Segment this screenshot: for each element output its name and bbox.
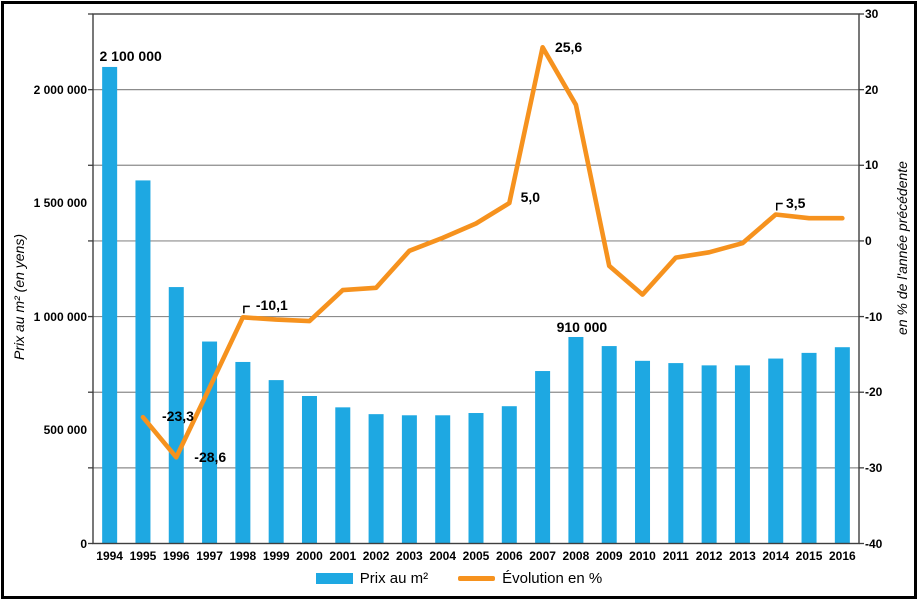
evolution-line-path bbox=[140, 44, 845, 460]
price-bars bbox=[102, 66, 850, 544]
bar-1999 bbox=[268, 380, 284, 544]
bar-swatch-icon bbox=[315, 573, 353, 584]
legend: Prix au m² Évolution en % bbox=[0, 570, 918, 587]
bar-2007 bbox=[535, 371, 551, 544]
bar-2009 bbox=[601, 346, 617, 544]
bar-2008 bbox=[568, 336, 584, 544]
bar-1998 bbox=[235, 361, 251, 544]
bar-2013 bbox=[734, 365, 750, 544]
bar-2002 bbox=[368, 414, 384, 544]
annotation-leader-lines bbox=[243, 202, 783, 314]
line-swatch-icon bbox=[458, 576, 496, 581]
bar-2015 bbox=[801, 352, 817, 544]
bar-2010 bbox=[635, 360, 651, 544]
bar-2001 bbox=[335, 407, 351, 544]
annotation-leader bbox=[775, 202, 783, 211]
bar-2003 bbox=[401, 415, 417, 544]
bar-2000 bbox=[301, 395, 317, 544]
bar-1995 bbox=[135, 180, 151, 544]
axes-frame bbox=[88, 13, 864, 545]
bar-2016 bbox=[834, 347, 850, 544]
left-axis-title: Prix au m² (en yens) bbox=[11, 233, 27, 361]
bar-2014 bbox=[768, 358, 784, 544]
bar-2011 bbox=[668, 363, 684, 544]
bar-2006 bbox=[501, 406, 517, 544]
legend-item-evolution: Évolution en % bbox=[458, 570, 602, 587]
bar-1996 bbox=[168, 287, 184, 544]
bar-1994 bbox=[102, 66, 118, 544]
plot-border bbox=[92, 13, 860, 545]
annotation-leader bbox=[243, 305, 250, 314]
legend-item-prix: Prix au m² bbox=[315, 570, 429, 587]
evolution-line bbox=[140, 44, 845, 460]
bar-2005 bbox=[468, 413, 484, 544]
bar-2012 bbox=[701, 365, 717, 544]
legend-label-prix: Prix au m² bbox=[359, 570, 429, 587]
legend-label-evolution: Évolution en % bbox=[502, 570, 603, 587]
right-axis-title: en % de l'année précédente bbox=[894, 161, 910, 335]
bar-2004 bbox=[435, 415, 451, 544]
